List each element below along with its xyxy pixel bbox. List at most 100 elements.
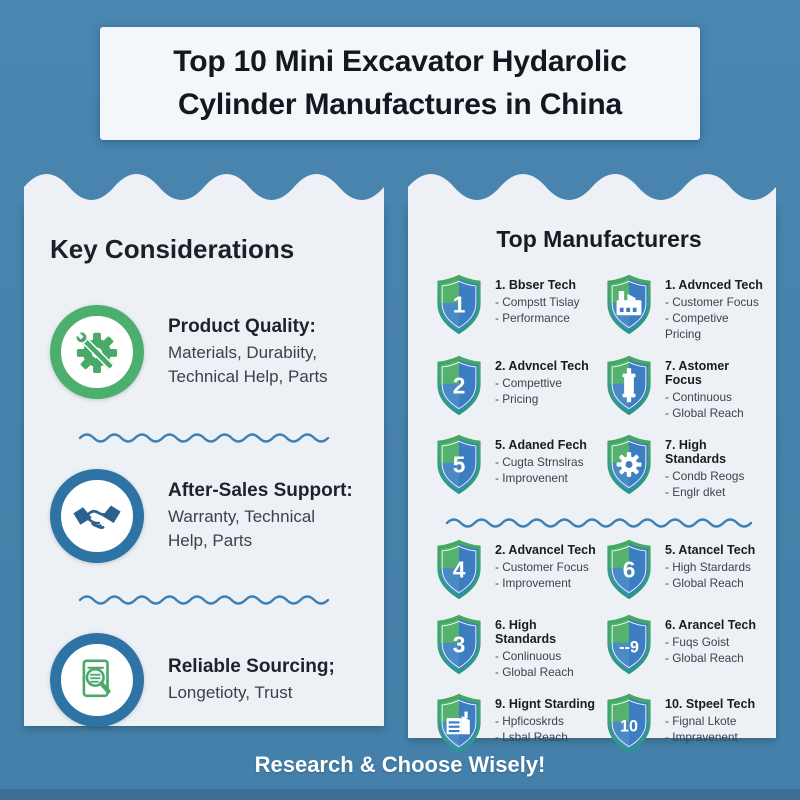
consideration-line: Warranty, Technical Help, Parts — [168, 507, 316, 550]
wavy-divider — [445, 518, 753, 528]
key-considerations-heading: Key Considerations — [50, 234, 295, 264]
consideration-line: Longetioty, Trust — [168, 682, 293, 702]
manufacturer-title: 7. Astomer Focus — [665, 359, 730, 388]
wavy-divider — [78, 433, 330, 443]
wavy-divider — [78, 595, 330, 605]
manufacturer-bullet: Compstt Tislay — [495, 294, 579, 310]
manufacturer-bullet: Competive Pricing — [665, 310, 766, 342]
manufacturer-bullet: Cugta Strnslras — [495, 454, 587, 470]
manufacturer-bullet: Pricing — [495, 391, 589, 407]
manufacturer-bullet: Impravenent — [665, 729, 755, 745]
manufacturer-bullet: Global Reach — [665, 405, 766, 421]
manufacturer-bullet: Fuqs Goist — [665, 634, 756, 650]
manufacturer-bullet: Hpficoskrds — [495, 713, 595, 729]
shield-number: 10 — [620, 718, 638, 736]
manufacturer-bullet: Performance — [495, 310, 580, 326]
manufacturer-bullet: Fignal Lkote — [665, 713, 755, 729]
manufacturer-title: 5. Atancel Tech — [665, 543, 756, 558]
consideration-line: Technical Help, Parts — [168, 366, 328, 386]
shield-number: 3 — [453, 632, 466, 658]
manufacturer-bullet: Global Reach — [665, 575, 755, 591]
shield-badge — [602, 354, 656, 417]
page-title-line1: Top 10 Mini Excavator Hydarolic — [173, 44, 627, 78]
shield-badge: 10 — [602, 692, 656, 755]
manufacturer-bullet: Customer Focus — [495, 559, 596, 575]
consideration-item-after-sales: After-Sales Support: Warranty, Technical… — [50, 469, 358, 563]
manufacturer-title: 5. Adaned Fech — [495, 438, 587, 453]
manufacturer-title: 7. High Standards — [665, 438, 727, 467]
manufacturer-cell: 6 5. Atancel Tech High Stardards Global … — [602, 538, 766, 601]
key-considerations-panel: Key Considerations — [24, 170, 384, 727]
shield-number: 6 — [623, 557, 636, 583]
shield-number: 1 — [453, 292, 466, 318]
shield-badge: 3 — [432, 613, 486, 676]
document-search-icon — [82, 659, 111, 698]
manufacturer-cell: 1 1. Bbser Tech Compstt Tislay Performan… — [432, 273, 596, 342]
shield-number: 2 — [453, 373, 466, 399]
manufacturer-bullet: High Stardards — [665, 559, 755, 575]
top-manufacturers-heading: Top Manufacturers — [496, 226, 702, 252]
manufacturer-cell: 5 5. Adaned Fech Cugta Strnslras Improve… — [432, 433, 596, 500]
bottom-strip — [0, 789, 800, 800]
shield-badge: 4 — [432, 538, 486, 601]
manufacturers-grid-bottom: 4 2. Advancel Tech Customer Focus Improv… — [432, 538, 766, 755]
manufacturer-bullet: Englr dket — [665, 484, 766, 500]
manufacturer-bullet: Condb Reogs — [665, 468, 766, 484]
shield-badge: 1 — [432, 273, 486, 336]
manufacturer-cell: 2 2. Advncel Tech Compettive Pricing — [432, 354, 596, 421]
manufacturer-cell: 10 10. Stpeel Tech Fignal Lkote Impraven… — [602, 692, 766, 755]
shield-badge — [432, 692, 486, 755]
after-sales-icon-circle — [50, 469, 144, 563]
manufacturer-title: 1. Advnced Tech — [665, 278, 763, 292]
manufacturer-cell: 9. Hignt Starding Hpficoskrds Lsbal Reac… — [432, 692, 596, 755]
manufacturer-cell: 7. High Standards Condb Reogs Englr dket — [602, 433, 766, 500]
page-title-line2: Cylinder Manufactures in China — [177, 87, 623, 121]
manufacturer-title: 6. High Standards — [495, 618, 557, 647]
shield-badge: 5 — [432, 433, 486, 496]
manufacturer-bullet: Continuous — [665, 389, 766, 405]
manufacturer-title: 2. Advncel Tech — [495, 359, 589, 374]
manufacturer-cell: 1. Advnced Tech Customer Focus Competive… — [602, 273, 766, 342]
manufacturer-bullet: Improvement — [495, 575, 596, 591]
shield-badge: --9 — [602, 613, 656, 676]
manufacturer-bullet: Global Reach — [665, 650, 756, 666]
manufacturer-title: 9. Hignt Starding — [495, 697, 595, 712]
consideration-title: After-Sales Support: — [168, 480, 353, 502]
footer-tagline: Research & Choose Wisely! — [254, 752, 546, 777]
top-manufacturers-panel: Top Manufacturers 1 1. Bbser Tech Compst… — [408, 170, 776, 738]
consideration-title: Reliable Sourcing; — [168, 655, 335, 677]
manufacturers-grid-top: 1 1. Bbser Tech Compstt Tislay Performan… — [432, 273, 766, 500]
shield-badge: 2 — [432, 354, 486, 417]
cylinder-icon — [622, 368, 636, 403]
factory2-icon — [446, 711, 470, 735]
manufacturer-bullet: Customer Focus — [665, 294, 766, 310]
consideration-line: Materials, Durabiity, — [168, 343, 317, 363]
manufacturer-bullet: Global Reach — [495, 664, 596, 680]
shield-number: 4 — [453, 557, 466, 583]
manufacturer-title: 10. Stpeel Tech — [665, 697, 756, 712]
consideration-title: Product Quality: — [168, 316, 316, 338]
product-quality-icon-circle — [50, 305, 144, 399]
manufacturer-cell: 4 2. Advancel Tech Customer Focus Improv… — [432, 538, 596, 601]
manufacturer-bullet: Improvenent — [495, 470, 587, 486]
manufacturer-bullet: Compettive — [495, 375, 589, 391]
manufacturer-cell: 3 6. High Standards Conlinuous Global Re… — [432, 613, 596, 680]
shield-badge: 6 — [602, 538, 656, 601]
manufacturer-cell: --9 6. Arancel Tech Fuqs Goist Global Re… — [602, 613, 766, 680]
handshake-icon — [73, 505, 121, 529]
shield-number: 5 — [453, 452, 466, 478]
gear-icon — [616, 452, 642, 478]
manufacturer-bullet: Lsbal Reach — [495, 729, 595, 745]
shield-badge — [602, 433, 656, 496]
consideration-item-product-quality: Product Quality: Materials, Durabiity, T… — [50, 305, 358, 399]
factory-icon — [616, 291, 642, 316]
manufacturer-title: 2. Advancel Tech — [495, 543, 596, 558]
panel-wave-edge — [24, 174, 384, 204]
manufacturer-title: 6. Arancel Tech — [665, 618, 757, 633]
manufacturer-cell: 7. Astomer Focus Continuous Global Reach — [602, 354, 766, 421]
consideration-item-reliable-sourcing: Reliable Sourcing; Longetioty, Trust — [50, 633, 358, 727]
manufacturer-title: 1. Bbser Tech — [495, 278, 577, 292]
title-card: Top 10 Mini Excavator Hydarolic Cylinder… — [100, 27, 700, 140]
manufacturer-bullet: Conlinuous — [495, 648, 596, 664]
